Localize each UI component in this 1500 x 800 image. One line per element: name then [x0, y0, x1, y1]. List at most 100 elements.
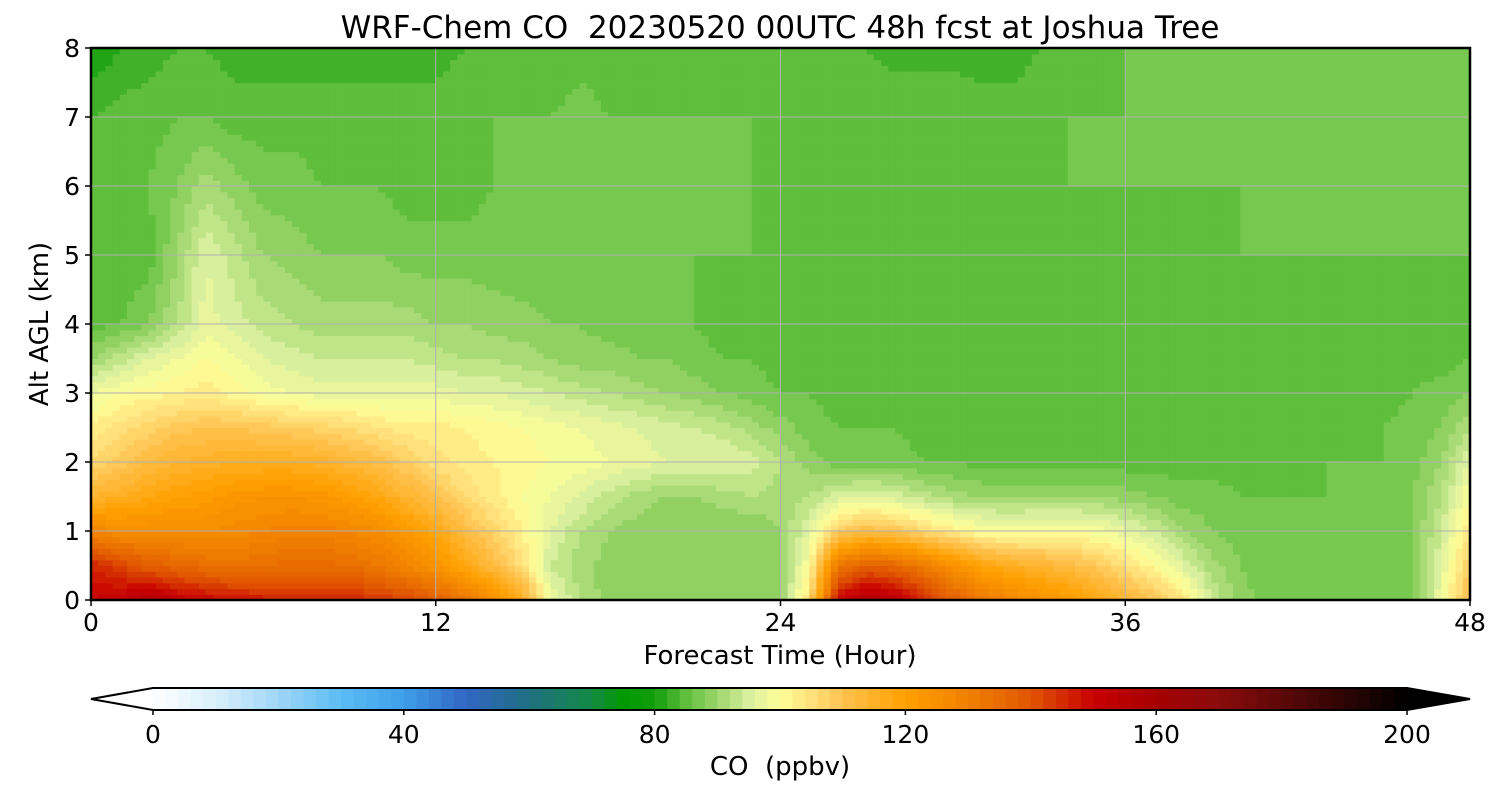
- heatmap-cell: [1419, 542, 1428, 549]
- heatmap-cell: [1319, 467, 1327, 475]
- heatmap-cell: [960, 490, 968, 498]
- heatmap-cell: [1067, 542, 1076, 549]
- heatmap-cell: [457, 485, 466, 492]
- heatmap-cell: [1146, 582, 1155, 590]
- heatmap-cell: [1276, 519, 1284, 526]
- heatmap-cell: [299, 525, 308, 532]
- heatmap-cell: [428, 571, 437, 578]
- heatmap-cell: [500, 554, 509, 561]
- heatmap-cell: [1197, 496, 1205, 503]
- heatmap-cell: [112, 548, 121, 555]
- heatmap-cell: [924, 508, 932, 515]
- heatmap-cell: [981, 594, 990, 600]
- heatmap-cell: [385, 559, 394, 567]
- heatmap-cell: [105, 531, 114, 538]
- heatmap-cell: [213, 490, 221, 498]
- heatmap-cell: [744, 536, 753, 544]
- heatmap-cell: [263, 542, 272, 549]
- heatmap-cell: [1441, 519, 1450, 526]
- heatmap-cell: [1153, 542, 1162, 549]
- heatmap-cell: [435, 519, 444, 526]
- heatmap-cell: [852, 565, 861, 572]
- heatmap-cell: [988, 571, 997, 578]
- heatmap-cell: [385, 473, 394, 480]
- heatmap-cell: [694, 513, 703, 521]
- heatmap-cell: [945, 450, 954, 457]
- heatmap-cell: [909, 508, 918, 515]
- heatmap-cell: [1283, 582, 1292, 590]
- heatmap-cell: [873, 519, 882, 526]
- heatmap-cell: [1347, 502, 1356, 509]
- heatmap-cell: [442, 525, 451, 532]
- heatmap-cell: [572, 588, 580, 595]
- heatmap-cell: [500, 548, 509, 555]
- heatmap-cell: [758, 519, 767, 526]
- heatmap-cell: [1204, 462, 1213, 469]
- heatmap-cell: [600, 571, 609, 578]
- heatmap-cell: [737, 502, 746, 509]
- heatmap-cell: [170, 548, 178, 555]
- heatmap-cell: [773, 485, 782, 492]
- heatmap-cell: [758, 559, 767, 567]
- heatmap-cell: [723, 525, 731, 532]
- heatmap-cell: [557, 582, 566, 590]
- heatmap-cell: [1218, 571, 1227, 578]
- heatmap-cell: [766, 479, 774, 486]
- heatmap-cell: [450, 565, 458, 572]
- heatmap-cell: [450, 456, 458, 463]
- heatmap-cell: [349, 490, 358, 498]
- heatmap-cell: [428, 542, 437, 549]
- heatmap-cell: [974, 485, 983, 492]
- heatmap-cell: [845, 456, 853, 463]
- heatmap-cell: [1182, 462, 1191, 469]
- heatmap-cell: [241, 513, 250, 521]
- heatmap-cell: [960, 559, 968, 567]
- heatmap-cell: [313, 536, 322, 544]
- heatmap-cell: [1039, 490, 1047, 498]
- heatmap-cell: [529, 531, 537, 538]
- heatmap-cell: [859, 548, 868, 555]
- heatmap-cell: [952, 559, 961, 567]
- heatmap-cell: [608, 479, 616, 486]
- heatmap-cell: [514, 513, 523, 521]
- heatmap-cell: [845, 548, 853, 555]
- heatmap-cell: [766, 508, 774, 515]
- heatmap-cell: [507, 594, 516, 600]
- heatmap-cell: [98, 496, 106, 503]
- heatmap-cell: [773, 508, 782, 515]
- heatmap-cell: [507, 467, 516, 475]
- heatmap-cell: [1211, 531, 1220, 538]
- heatmap-cell: [988, 496, 997, 503]
- heatmap-cell: [665, 502, 674, 509]
- heatmap-cell: [924, 467, 932, 475]
- heatmap-cell: [263, 479, 272, 486]
- heatmap-cell: [1232, 479, 1241, 486]
- heatmap-cell: [442, 485, 451, 492]
- heatmap-cell: [1247, 536, 1256, 544]
- heatmap-cell: [1405, 548, 1414, 555]
- heatmap-cell: [1096, 542, 1105, 549]
- heatmap-cell: [1326, 588, 1335, 595]
- heatmap-cell: [1347, 594, 1356, 600]
- heatmap-cell: [363, 531, 372, 538]
- heatmap-cell: [486, 513, 494, 521]
- heatmap-cell: [550, 594, 559, 600]
- heatmap-cell: [407, 571, 415, 578]
- heatmap-cell: [1462, 513, 1470, 521]
- heatmap-cell: [335, 531, 343, 538]
- heatmap-cell: [651, 577, 659, 584]
- heatmap-cell: [299, 531, 308, 538]
- heatmap-cell: [227, 508, 236, 515]
- heatmap-cell: [421, 456, 430, 463]
- heatmap-cell: [1311, 508, 1320, 515]
- heatmap-cell: [162, 490, 171, 498]
- heatmap-cell: [830, 513, 839, 521]
- heatmap-cell: [730, 479, 738, 486]
- heatmap-cell: [277, 594, 286, 600]
- heatmap-cell: [852, 582, 861, 590]
- heatmap-cell: [442, 554, 451, 561]
- heatmap-cell: [1204, 577, 1213, 584]
- heatmap-cell: [385, 571, 394, 578]
- heatmap-cell: [924, 548, 932, 555]
- heatmap-cell: [1232, 496, 1241, 503]
